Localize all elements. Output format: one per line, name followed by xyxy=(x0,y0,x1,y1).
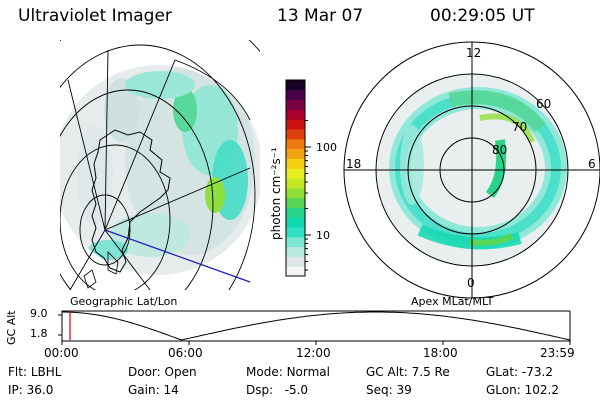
colorbar-segment xyxy=(286,119,305,130)
colorbar-graphic xyxy=(285,79,311,277)
colorbar-tick-label: 10 xyxy=(316,229,330,242)
footer-dsp: Dsp: -5.0 xyxy=(246,383,309,397)
colorbar-segment xyxy=(286,266,305,277)
strip-ticks xyxy=(58,314,571,345)
earth-disk-emission xyxy=(60,65,260,275)
orbit-track xyxy=(104,229,251,283)
colorbar-segment xyxy=(286,197,305,208)
polar-caption: Apex MLat/MLT xyxy=(411,295,494,308)
colorbar-segment xyxy=(286,80,305,91)
colorbar-segment xyxy=(286,148,305,159)
mlat-label-60: 60 xyxy=(536,97,552,111)
colorbar-segment xyxy=(286,178,305,189)
strip-x-tick: 00:00 xyxy=(44,346,79,360)
strip-x-tick: 06:00 xyxy=(168,346,203,360)
colorbar-segment xyxy=(286,207,305,218)
altitude-curve xyxy=(62,311,570,341)
mlat-label-70: 70 xyxy=(512,120,528,134)
footer-glat: GLat: -73.2 xyxy=(486,365,553,379)
colorbar-segment xyxy=(286,129,305,140)
footer-ip: IP: 36.0 xyxy=(8,383,54,397)
colorbar-segment xyxy=(286,158,305,169)
colorbar-segment xyxy=(286,138,305,150)
colorbar-tick-label: 100 xyxy=(316,141,337,154)
footer-seq: Seq: 39 xyxy=(366,383,412,397)
footer-glon: GLon: 102.2 xyxy=(486,383,559,397)
image-date: 13 Mar 07 xyxy=(277,6,364,26)
mlat-label-80: 80 xyxy=(492,143,508,157)
colorbar-segment xyxy=(286,246,305,257)
mlt-label-0: 0 xyxy=(467,276,475,290)
colorbar-segment xyxy=(286,256,305,267)
colorbar-segment xyxy=(286,89,305,101)
strip-y-tick-top: 9.0 xyxy=(30,307,48,320)
strip-x-tick: 23:59 xyxy=(540,346,575,360)
colorbar-segment xyxy=(286,99,305,110)
coastline xyxy=(91,129,171,273)
mlt-label-12: 12 xyxy=(466,46,482,60)
strip-x-tick: 18:00 xyxy=(423,346,458,360)
geographic-panel xyxy=(60,40,260,290)
colorbar-segment xyxy=(286,109,305,120)
footer-door: Door: Open xyxy=(128,365,197,379)
colorbar-segment xyxy=(286,217,305,228)
polar-grid xyxy=(343,41,600,299)
colorbar-segment xyxy=(286,236,305,248)
mlt-label-18: 18 xyxy=(346,157,362,171)
geographic-caption: Geographic Lat/Lon xyxy=(70,295,178,308)
footer-gc-alt: GC Alt: 7.5 Re xyxy=(366,365,450,379)
mlt-label-6: 6 xyxy=(588,157,596,171)
strip-x-tick: 12:00 xyxy=(296,346,331,360)
footer-flt: Flt: LBHL xyxy=(8,365,62,379)
image-title: Ultraviolet Imager xyxy=(18,6,172,26)
colorbar-segment xyxy=(286,227,305,238)
colorbar-segment xyxy=(286,187,305,199)
colorbar-frame xyxy=(285,79,306,277)
colorbar-segment xyxy=(286,168,305,179)
colorbar-unit-label: photon cm⁻²s⁻¹ xyxy=(269,147,283,240)
polar-panel xyxy=(343,41,600,299)
gc-alt-axis-label: GC Alt xyxy=(5,310,18,345)
strip-y-tick-bottom: 1.8 xyxy=(30,327,48,340)
image-time: 00:29:05 UT xyxy=(430,6,535,26)
altitude-strip-graphic xyxy=(58,310,571,345)
latitude-graticule xyxy=(60,40,260,290)
footer-gain: Gain: 14 xyxy=(128,383,179,397)
footer-mode: Mode: Normal xyxy=(246,365,330,379)
